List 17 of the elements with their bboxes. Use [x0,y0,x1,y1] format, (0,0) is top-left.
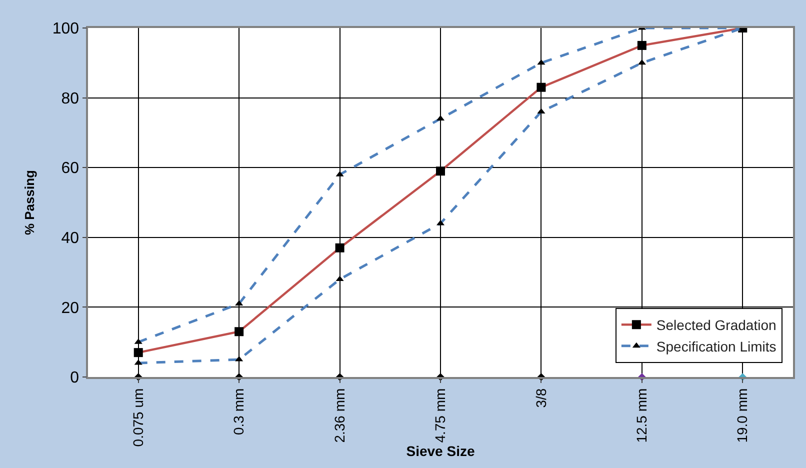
y-tick-label: 0 [70,370,80,387]
x-tick-label: 0.3 mm [230,388,247,436]
y-axis-title: % Passing [22,170,37,236]
y-tick-label: 20 [61,300,80,317]
x-tick-label: 3/8 [532,388,549,408]
x-tick-label: 4.75 mm [432,388,448,443]
x-tick-label: 2.36 mm [331,388,348,443]
x-tick-label: 0.075 um [130,388,146,447]
x-axis-title: Sieve Size [406,442,475,459]
legend-label: Selected Gradation [656,317,776,334]
y-tick-label: 80 [61,90,80,108]
legend-label: Specification Limits [656,338,776,354]
y-tick-label: 100 [52,20,80,38]
y-tick-label: 40 [61,230,80,247]
y-tick-label: 60 [61,160,80,178]
x-tick-label: 19.0 mm [734,388,750,443]
x-tick-label: 12.5 mm [633,388,650,443]
